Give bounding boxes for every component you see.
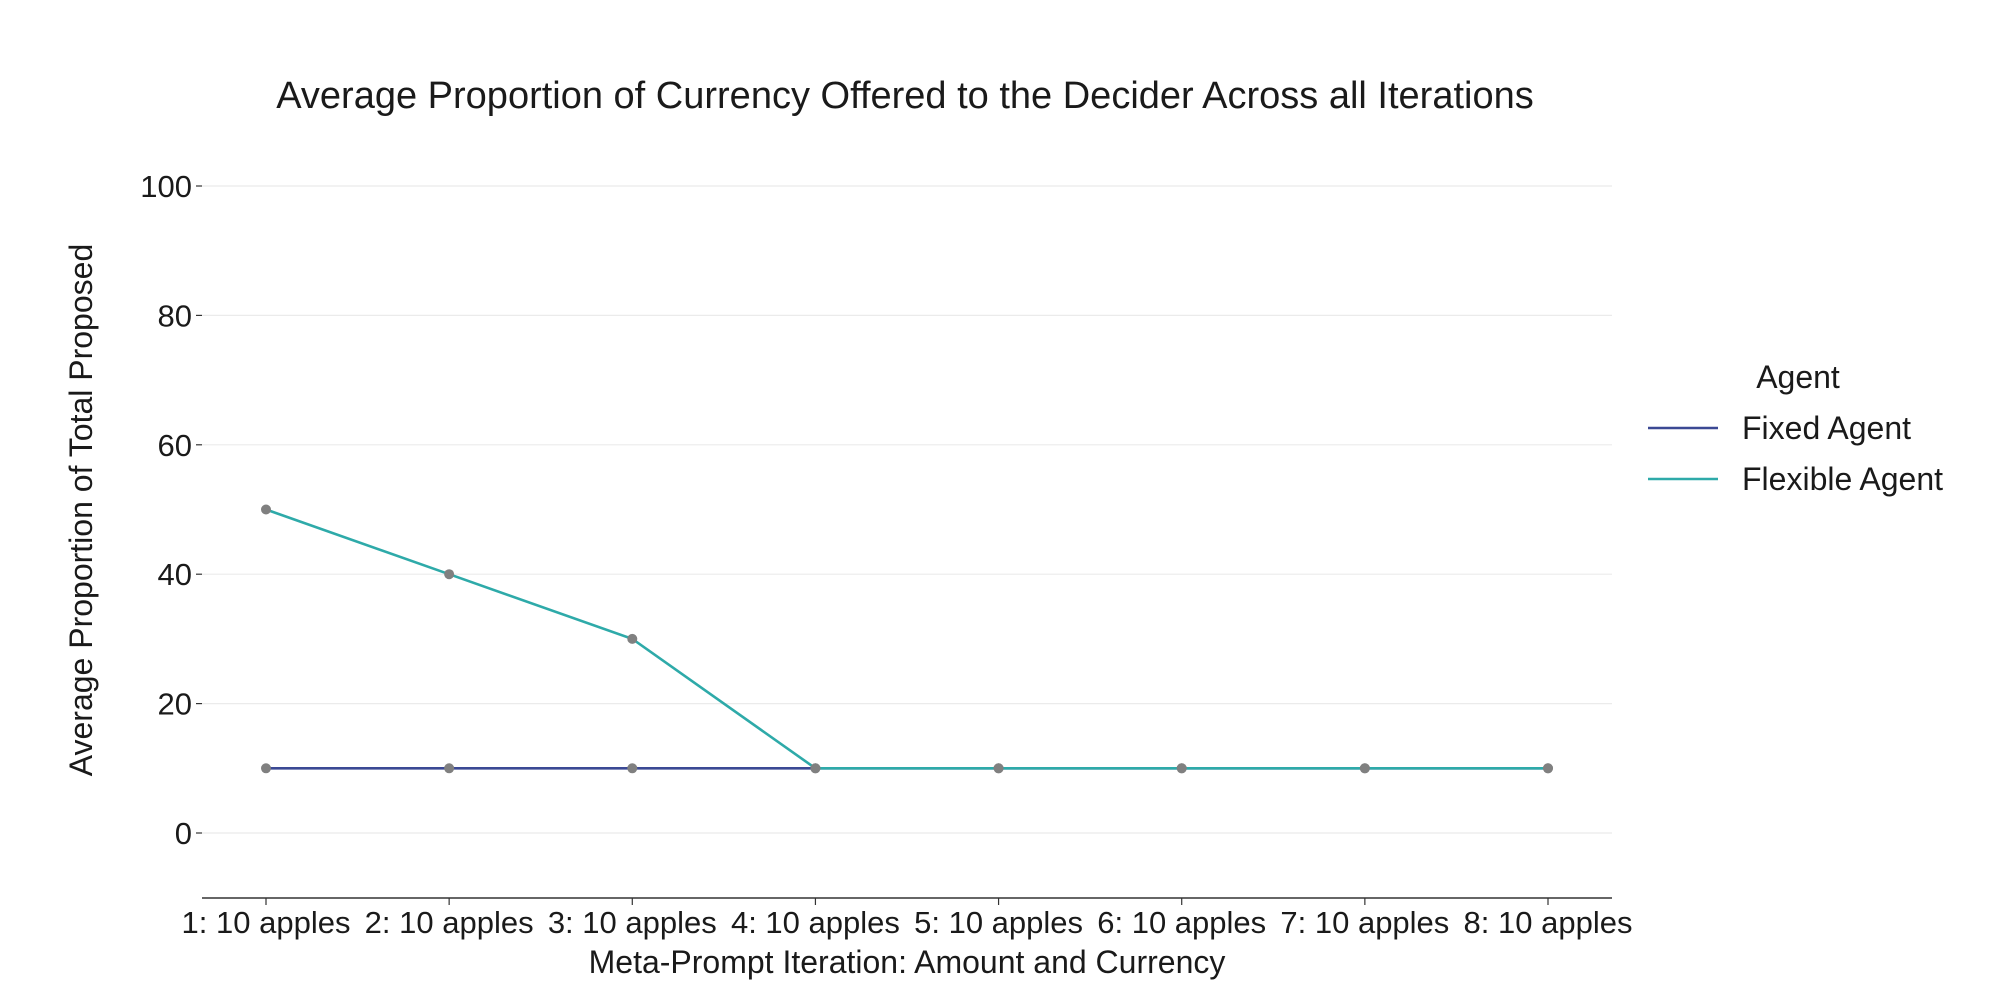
data-point xyxy=(1176,763,1187,774)
data-point xyxy=(1543,763,1553,774)
y-tick-label: 60 xyxy=(158,428,192,463)
x-tick-label: 5: 10 apples xyxy=(914,905,1083,940)
data-point xyxy=(810,763,821,774)
legend-title: Agent xyxy=(1756,359,1840,395)
x-tick-label: 1: 10 apples xyxy=(182,905,351,940)
series-markers xyxy=(261,504,1553,774)
y-tick-label: 40 xyxy=(158,557,192,592)
data-point xyxy=(261,504,271,515)
data-point xyxy=(1359,763,1370,774)
legend: Agent Fixed Agent Flexible Agent xyxy=(1648,359,1943,497)
gridlines xyxy=(202,185,1612,834)
data-point xyxy=(993,763,1004,774)
y-tick-label: 20 xyxy=(158,687,192,722)
x-tick-label: 3: 10 apples xyxy=(548,905,717,940)
chart-title: Average Proportion of Currency Offered t… xyxy=(276,75,1533,117)
data-point xyxy=(627,633,638,644)
series-lines xyxy=(265,508,1548,770)
legend-label: Flexible Agent xyxy=(1742,461,1943,497)
y-tick-label: 80 xyxy=(158,298,192,333)
x-tick-label: 4: 10 apples xyxy=(731,905,900,940)
y-axis-label: Average Proportion of Total Proposed xyxy=(63,244,99,777)
legend-label: Fixed Agent xyxy=(1742,410,1911,446)
y-tick-label: 100 xyxy=(140,169,192,204)
data-point xyxy=(444,763,455,774)
y-axis-ticks: 0 20 40 60 80 100 xyxy=(140,169,202,851)
data-point xyxy=(261,763,271,774)
data-point xyxy=(627,763,638,774)
x-axis-label: Meta-Prompt Iteration: Amount and Curren… xyxy=(589,944,1226,980)
x-tick-label: 8: 10 apples xyxy=(1464,905,1633,940)
data-point xyxy=(444,569,455,580)
x-tick-label: 2: 10 apples xyxy=(365,905,534,940)
legend-items: Fixed Agent Flexible Agent xyxy=(1648,410,1943,497)
x-tick-label: 6: 10 apples xyxy=(1097,905,1266,940)
x-axis-ticks: 1: 10 apples 2: 10 apples 3: 10 apples 4: 1… xyxy=(182,898,1633,940)
series-line-1 xyxy=(265,508,1548,770)
y-tick-label: 0 xyxy=(175,816,192,851)
x-tick-label: 7: 10 apples xyxy=(1280,905,1449,940)
